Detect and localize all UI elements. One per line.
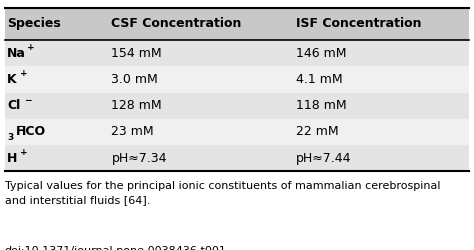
Text: HCO: HCO	[16, 126, 46, 138]
Text: pH≈7.44: pH≈7.44	[296, 152, 352, 164]
FancyBboxPatch shape	[5, 40, 469, 66]
FancyBboxPatch shape	[5, 92, 469, 119]
Text: CSF Concentration: CSF Concentration	[111, 17, 242, 30]
Text: +: +	[20, 148, 27, 157]
Text: 146 mM: 146 mM	[296, 46, 347, 60]
Text: pH≈7.34: pH≈7.34	[111, 152, 167, 164]
Text: 118 mM: 118 mM	[296, 99, 347, 112]
Text: 3: 3	[7, 133, 13, 142]
Text: Na: Na	[7, 46, 26, 60]
FancyBboxPatch shape	[5, 66, 469, 92]
Text: doi:10.1371/journal.pone.0038436.t001: doi:10.1371/journal.pone.0038436.t001	[5, 246, 227, 250]
Text: 22 mM: 22 mM	[296, 126, 339, 138]
Text: 3.0 mM: 3.0 mM	[111, 73, 158, 86]
FancyBboxPatch shape	[5, 119, 469, 145]
Text: 4.1 mM: 4.1 mM	[296, 73, 343, 86]
Text: +: +	[20, 69, 27, 78]
Text: K: K	[7, 73, 17, 86]
Text: 154 mM: 154 mM	[111, 46, 162, 60]
FancyBboxPatch shape	[5, 145, 469, 171]
Text: −: −	[16, 122, 23, 131]
Text: Typical values for the principal ionic constituents of mammalian cerebrospinal
a: Typical values for the principal ionic c…	[5, 181, 440, 205]
Text: −: −	[24, 96, 32, 104]
Text: H: H	[7, 152, 18, 164]
Text: ISF Concentration: ISF Concentration	[296, 17, 422, 30]
Text: 128 mM: 128 mM	[111, 99, 162, 112]
Text: +: +	[27, 43, 35, 52]
Text: 23 mM: 23 mM	[111, 126, 154, 138]
FancyBboxPatch shape	[5, 8, 469, 40]
Text: Species: Species	[7, 17, 61, 30]
Text: Cl: Cl	[7, 99, 20, 112]
